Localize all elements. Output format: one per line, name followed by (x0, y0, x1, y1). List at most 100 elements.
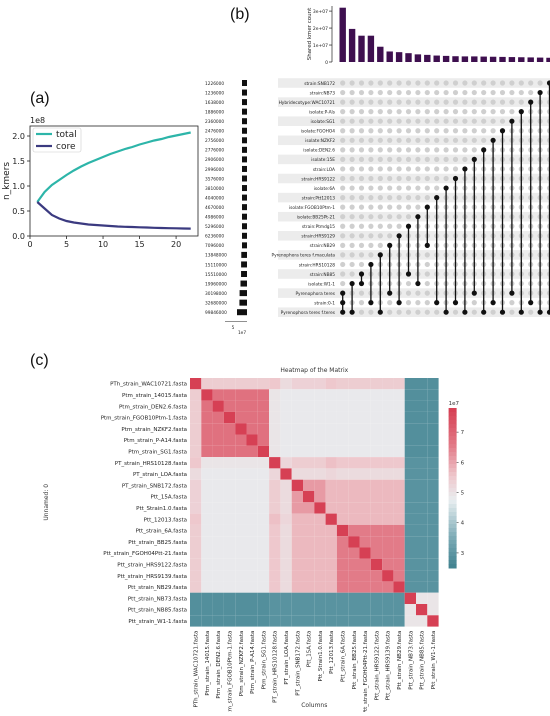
matrix-dot-inactive (387, 109, 393, 115)
matrix-dot-inactive (387, 204, 393, 210)
heatmap-cell (393, 400, 405, 412)
heatmap-cell (404, 434, 416, 446)
heatmap-cell (404, 491, 416, 503)
matrix-dot-inactive (349, 118, 355, 124)
heatmap-row-label: Ptt_strain_NB29.fasta (128, 585, 187, 591)
heatmap-cell (382, 524, 394, 537)
matrix-dot-inactive (340, 233, 346, 239)
heatmap-cell (325, 378, 337, 390)
heatmap-cell (269, 434, 281, 446)
heatmap-cell (303, 604, 315, 616)
heatmap-cell (212, 389, 224, 401)
matrix-dot-inactive (340, 80, 346, 86)
heatmap-cell (235, 457, 247, 469)
matrix-dot-inactive (452, 80, 459, 86)
set-size-bar (242, 156, 247, 163)
matrix-dot-inactive (349, 156, 355, 162)
set-size-label: 1236000 (205, 90, 224, 96)
matrix-dot-inactive (443, 89, 449, 96)
matrix-dot-inactive (377, 204, 383, 210)
matrix-dot-inactive (415, 89, 421, 96)
heatmap-cell (336, 502, 349, 514)
set-size-label: 2906000 (205, 157, 224, 163)
heatmap-cell (212, 423, 224, 435)
heatmap-cell (280, 581, 292, 593)
matrix-dot-inactive (358, 300, 365, 306)
matrix-dot-inactive (358, 214, 365, 220)
heatmap-cell (393, 445, 405, 458)
matrix-dot-inactive (349, 89, 355, 96)
heatmap-cell (212, 581, 224, 593)
set-size-bar (239, 290, 247, 297)
matrix-dot-inactive (471, 128, 477, 134)
heatmap-cell (393, 457, 405, 469)
set-name-label: strain:0-1 (314, 300, 335, 306)
heatmap-cell (416, 524, 428, 537)
heatmap-cell (314, 445, 326, 458)
heatmap-cell (235, 434, 247, 446)
heatmap-cell (269, 592, 281, 604)
matrix-dot-inactive (358, 204, 365, 210)
matrix-dot-inactive (349, 271, 355, 277)
intersection-bar (499, 56, 506, 62)
heatmap-cell (190, 445, 202, 458)
heatmap-cell (427, 491, 439, 503)
set-size-label: 15510000 (205, 272, 227, 278)
heatmap-cell (370, 434, 383, 446)
heatmap-cell (223, 536, 236, 548)
set-size-label: 1638000 (205, 100, 224, 106)
heatmap-cell (336, 570, 349, 582)
matrix-dot-inactive (340, 271, 346, 277)
matrix-row-stripe (278, 154, 550, 165)
matrix-dot-inactive (462, 147, 468, 153)
colorbar-segment (448, 432, 457, 437)
set-size-bar (241, 251, 247, 258)
heatmap-cell (246, 570, 258, 582)
matrix-dot-inactive (358, 128, 365, 134)
heatmap-cell (359, 513, 371, 525)
heatmap-cell (201, 389, 213, 401)
set-name-label: strain:Ptt12013 (302, 195, 336, 201)
heatmap-cell (393, 468, 405, 480)
heatmap-cell (303, 513, 315, 525)
heatmap-cell (291, 547, 303, 559)
x-tick-label: 10 (98, 240, 108, 249)
heatmap-cell (370, 524, 383, 537)
heatmap-cell (359, 479, 371, 491)
heatmap-cell (325, 423, 337, 435)
heatmap-cell (257, 479, 270, 491)
heatmap-cell (303, 423, 315, 435)
heatmap-cell (303, 558, 315, 571)
matrix-dot-inactive (509, 99, 515, 105)
matrix-dot-inactive (424, 252, 430, 258)
matrix-dot-inactive (396, 128, 402, 134)
heatmap-cell (427, 581, 439, 593)
heatmap-cell (404, 445, 416, 458)
heatmap-cell (416, 389, 428, 401)
heatmap-row-label: Ptm_strain_FGOB10Ptm-1.fasta (101, 416, 187, 422)
heatmap-cell (291, 400, 303, 412)
matrix-dot-inactive (349, 223, 355, 229)
heatmap-cell (393, 604, 405, 616)
intersection-bar (348, 28, 356, 63)
set-size-label: 15110000 (205, 262, 227, 268)
matrix-dot-inactive (434, 118, 440, 124)
heatmap-cell (280, 491, 292, 503)
heatmap-cell (246, 513, 258, 525)
heatmap-cell (212, 592, 224, 604)
heatmap-cell (314, 434, 326, 446)
heatmap-cell (336, 536, 349, 548)
heatmap-cell (382, 423, 394, 435)
matrix-dot-inactive (396, 195, 402, 201)
matrix-dot-inactive (340, 137, 346, 143)
heatmap-cell (257, 468, 270, 480)
matrix-dot-inactive (415, 166, 421, 172)
heatmap-cell (336, 468, 349, 480)
colorbar-segment (448, 472, 457, 477)
heatmap-cell (325, 547, 337, 559)
heatmap-cell (359, 581, 371, 593)
heatmap-cell (314, 502, 326, 514)
set-size-label: 5296000 (205, 224, 224, 230)
heatmap-cell (427, 468, 439, 480)
heatmap-cell (201, 524, 213, 537)
